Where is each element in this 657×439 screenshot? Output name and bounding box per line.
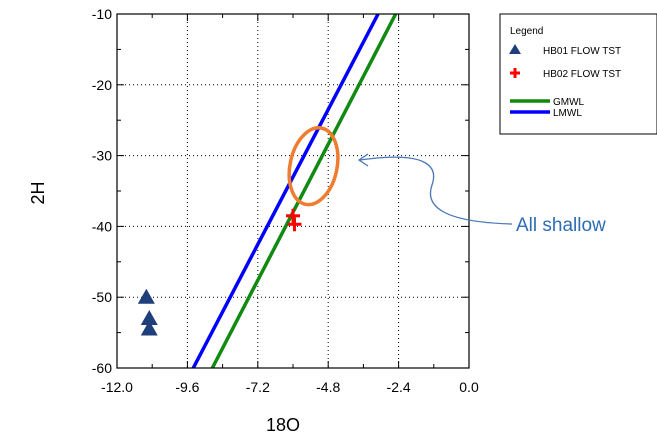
legend-entry-label: LMWL xyxy=(553,108,582,119)
series-lines xyxy=(191,14,398,368)
y-tick-label: -30 xyxy=(92,148,112,164)
series-line-gmwl xyxy=(210,14,398,368)
y-tick-label: -20 xyxy=(92,77,112,93)
legend-marker-triangle xyxy=(509,44,521,54)
data-point-triangle xyxy=(140,320,158,336)
x-tick-label: -2.4 xyxy=(387,379,411,395)
legend-box xyxy=(499,13,657,135)
callout-connector xyxy=(359,156,513,225)
legend-entry-label: GMWL xyxy=(553,97,585,108)
legend-entry-label: HB01 FLOW TST xyxy=(543,46,621,57)
x-axis-title: 18O xyxy=(266,415,300,435)
highlight-ellipse xyxy=(287,126,340,207)
y-axis-title: 2H xyxy=(28,181,48,204)
x-tick-label: -12.0 xyxy=(101,379,133,395)
x-tick-label: -9.6 xyxy=(175,379,199,395)
series-line-lmwl xyxy=(191,14,380,368)
y-tick-label: -40 xyxy=(92,218,112,234)
data-point-cross xyxy=(287,217,302,232)
y-tick-label: -10 xyxy=(92,6,112,22)
y-tick-label: -50 xyxy=(92,289,112,305)
y-tick-label: -60 xyxy=(92,360,112,376)
data-point-triangle xyxy=(140,309,158,325)
annotation-layer: All shallow xyxy=(287,126,606,236)
annotation-text: All shallow xyxy=(516,215,606,236)
callout-arrowhead xyxy=(357,153,369,167)
legend-entry-label: HB02 FLOW TST xyxy=(543,69,621,80)
data-point-triangle xyxy=(137,288,155,304)
legend-marker-cross xyxy=(510,68,520,78)
legend-title: Legend xyxy=(510,26,543,37)
series-points xyxy=(137,208,302,336)
x-tick-label: -7.2 xyxy=(246,379,270,395)
x-tick-label: 0.0 xyxy=(459,379,479,395)
x-tick-label: -4.8 xyxy=(316,379,340,395)
axes: -12.0 -9.6 -7.2 -4.8 -2.4 0.0 -10 -20 -30 -40 -50 -… xyxy=(28,6,479,435)
